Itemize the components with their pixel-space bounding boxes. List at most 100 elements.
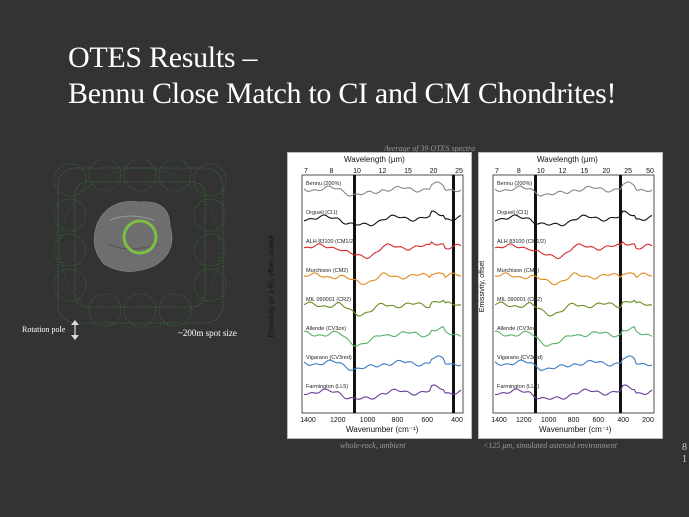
slide-number-line-2: 1 <box>682 454 687 465</box>
spectra-plot-right: 7 8 10 12 15 20 25 50 1400 1200 1000 800 600 400 200 Be… <box>491 168 655 424</box>
footprint-circle <box>88 293 122 327</box>
sample-label: ALH 83100 (CM1/2) <box>306 239 355 245</box>
sample-label: Orgueil (CI1) <box>306 210 338 216</box>
sample-label: Bennu (200%) <box>306 181 341 187</box>
wn-tick: 800 <box>568 417 580 424</box>
footprint-circle <box>123 293 157 327</box>
wl-tick: 7 <box>304 168 308 175</box>
wn-tick: 1000 <box>360 417 376 424</box>
spectrum-line <box>494 210 653 227</box>
wn-tick: 1400 <box>491 417 507 424</box>
sample-label: Vigarano (CV3red) <box>497 355 543 361</box>
spectrum-line <box>303 241 462 260</box>
spectrum-line <box>303 272 461 286</box>
wl-tick: 7 <box>495 168 499 175</box>
footprint-circle <box>193 198 227 232</box>
footprint-circle <box>53 233 87 267</box>
wavenumber-label: Wavenumber (cm⁻¹) <box>539 425 612 434</box>
footprint-circle <box>193 233 227 267</box>
wn-tick: 1400 <box>300 417 316 424</box>
wn-tick: 1200 <box>330 417 346 424</box>
rotation-pole-label: Rotation pole <box>22 325 66 334</box>
wavenumber-label: Wavenumber (cm⁻¹) <box>346 425 419 434</box>
wn-tick: 1200 <box>516 417 532 424</box>
footprint-circle <box>158 160 192 192</box>
wl-tick: 8 <box>330 168 334 175</box>
sample-label: Farmington (LL5) <box>497 384 539 390</box>
spectrum-line <box>303 326 462 347</box>
wavelength-label: Wavelength (μm) <box>537 155 598 164</box>
feature-bar <box>534 175 537 413</box>
spot-size-label: ~200m spot size <box>178 328 237 338</box>
sample-label: MIL 090001 (CR2) <box>306 297 351 303</box>
wl-tick: 25 <box>455 168 463 175</box>
feature-bar <box>619 175 622 413</box>
footprint-circle <box>53 268 87 302</box>
sample-label: Orgueil (CI1) <box>497 210 529 216</box>
rotation-pole-arrow-icon <box>71 320 79 340</box>
wl-tick: 15 <box>404 168 412 175</box>
spectrum-line <box>303 355 462 371</box>
sample-label: MIL 090001 (CR2) <box>497 297 542 303</box>
wl-tick: 10 <box>353 168 361 175</box>
otes-spot <box>122 219 158 255</box>
plot-frame <box>492 174 655 414</box>
y-axis-label: Emissivity, offset <box>479 260 487 313</box>
sample-label: Bennu (200%) <box>497 181 532 187</box>
slide-title: OTES Results – Bennu Close Match to CI a… <box>68 40 616 112</box>
wl-tick: 12 <box>559 168 567 175</box>
sample-label: Murchison (CM2) <box>497 268 539 274</box>
slide-number: 8 1 <box>682 442 687 466</box>
plot-frame <box>301 174 464 414</box>
spectrum-line <box>494 181 653 197</box>
spectrum-line <box>303 210 462 227</box>
wn-tick: 200 <box>642 417 654 424</box>
wl-tick: 8 <box>517 168 521 175</box>
wn-tick: 600 <box>592 417 604 424</box>
sample-label: Allende (CV3ox) <box>497 326 537 332</box>
spectrum-line <box>494 299 653 317</box>
wn-tick: 600 <box>421 417 433 424</box>
left-panel-caption: whole-rock, ambient <box>340 441 406 450</box>
spectrum-line <box>303 384 462 400</box>
wn-tick: 400 <box>451 417 463 424</box>
footprint-circle <box>53 198 87 232</box>
wl-tick: 25 <box>624 168 632 175</box>
footprint-circle <box>193 163 227 197</box>
average-caption: Average of 39 OTES spectra <box>384 144 476 153</box>
spectrum-line <box>494 384 653 400</box>
sample-label: Vigarano (CV3red) <box>306 355 352 361</box>
feature-bar <box>353 175 356 413</box>
wl-tick: 50 <box>646 168 654 175</box>
title-line-1: OTES Results – <box>68 41 258 74</box>
y-axis-label: Emissivity (or 1-R), offset, scaled <box>268 235 276 338</box>
sample-label: Murchison (CM2) <box>306 268 348 274</box>
wl-tick: 15 <box>581 168 589 175</box>
asteroid-bennu <box>93 201 173 272</box>
footprint-circle <box>158 293 192 327</box>
sample-label: Allende (CV3ox) <box>306 326 346 332</box>
slide-number-line-1: 8 <box>682 442 687 453</box>
wl-tick: 12 <box>379 168 387 175</box>
sample-label: Farmington (LL5) <box>306 384 348 390</box>
spectra-panel-right: Wavelength (μm) 7 8 10 12 15 20 25 50 1400 1200 10… <box>478 152 663 439</box>
footprint-circle <box>53 163 87 197</box>
spectra-plot-left: 7 8 10 12 15 20 25 1400 1200 1000 800 600 400 Bennu (… <box>300 168 464 424</box>
footprint-grid <box>53 160 227 327</box>
feature-bar <box>452 175 455 413</box>
spectrum-line <box>303 299 462 317</box>
spectrum-line <box>303 181 462 197</box>
wl-tick: 20 <box>602 168 610 175</box>
footprint-circle <box>123 160 157 192</box>
spectrum-line <box>494 355 653 371</box>
spectrum-line <box>494 326 653 347</box>
footprint-circle <box>88 160 122 192</box>
sample-label: ALH 83100 (CM1/2) <box>497 239 546 245</box>
wavelength-label: Wavelength (μm) <box>344 155 405 164</box>
spectra-panel-left: Wavelength (μm) 7 8 10 12 15 20 25 1400 1200 1000… <box>269 152 472 439</box>
wl-tick: 20 <box>430 168 438 175</box>
wl-tick: 10 <box>537 168 545 175</box>
right-panel-caption: <125 μm, simulated asteroid environment <box>483 441 617 450</box>
asteroid-figure <box>53 160 227 329</box>
spectrum-line <box>494 272 652 286</box>
